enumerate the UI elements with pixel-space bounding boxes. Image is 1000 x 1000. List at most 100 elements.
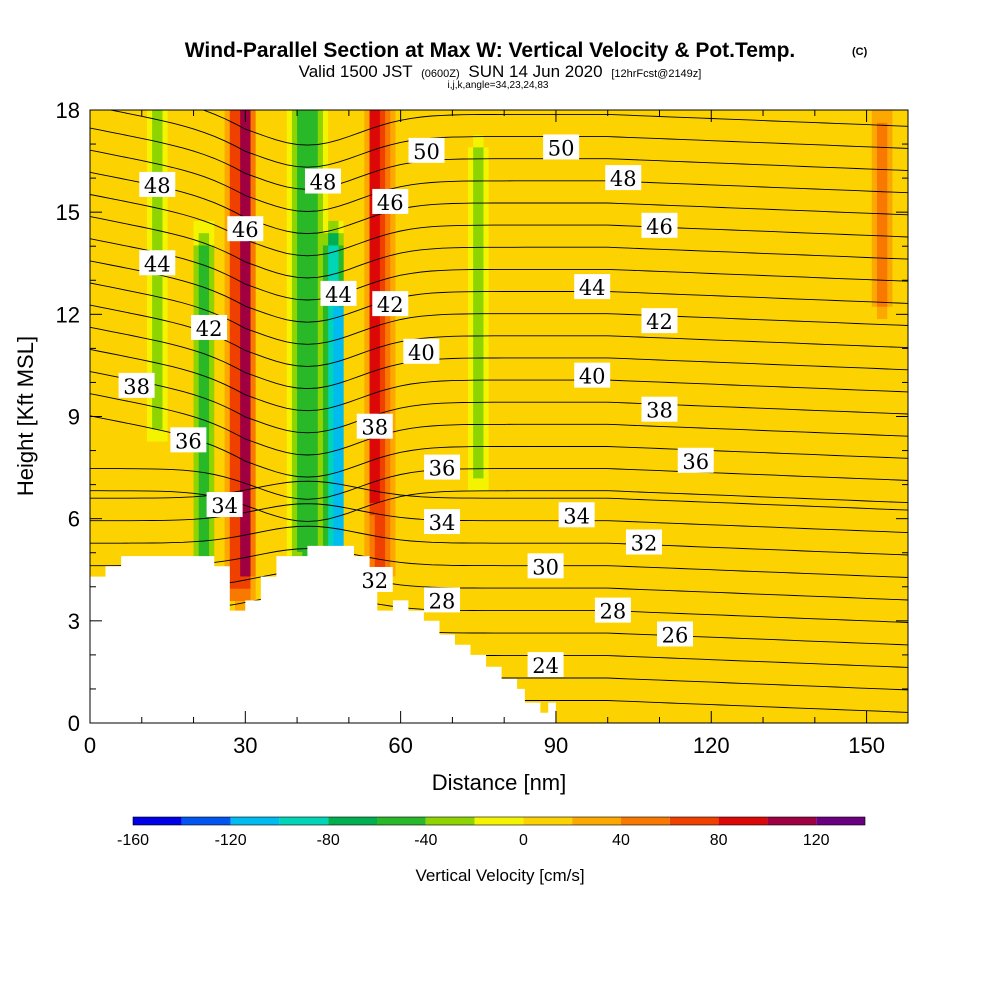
velocity-cell bbox=[157, 477, 164, 491]
velocity-cell bbox=[359, 110, 365, 123]
velocity-cell bbox=[566, 686, 573, 700]
velocity-cell bbox=[266, 379, 272, 393]
velocity-cell bbox=[105, 318, 112, 332]
velocity-cell bbox=[519, 257, 526, 270]
velocity-cell bbox=[136, 465, 143, 479]
velocity-cell bbox=[509, 391, 516, 405]
velocity-cell bbox=[338, 355, 345, 369]
velocity-cell bbox=[540, 637, 547, 651]
velocity-cell bbox=[462, 465, 469, 479]
velocity-cell bbox=[395, 416, 402, 430]
velocity-cell bbox=[457, 342, 464, 356]
velocity-cell bbox=[162, 342, 169, 356]
velocity-cell bbox=[504, 477, 510, 491]
velocity-cell bbox=[483, 551, 490, 565]
velocity-cell bbox=[203, 379, 210, 393]
velocity-cell bbox=[478, 208, 485, 221]
velocity-cell bbox=[467, 171, 474, 185]
velocity-cell bbox=[255, 514, 262, 528]
velocity-cell bbox=[183, 195, 189, 209]
velocity-cell bbox=[452, 134, 459, 148]
velocity-cell bbox=[188, 257, 195, 270]
velocity-cell bbox=[141, 306, 148, 320]
velocity-cell bbox=[540, 257, 547, 270]
velocity-cell bbox=[343, 465, 350, 479]
velocity-cell bbox=[343, 110, 350, 123]
velocity-cell bbox=[442, 134, 448, 148]
velocity-cell bbox=[219, 269, 226, 283]
velocity-cell bbox=[209, 171, 215, 185]
velocity-cell bbox=[167, 477, 174, 491]
velocity-cell bbox=[312, 110, 319, 111]
velocity-cell bbox=[519, 588, 526, 601]
velocity-cell bbox=[561, 195, 567, 209]
velocity-cell bbox=[95, 502, 101, 516]
velocity-cell bbox=[348, 453, 355, 467]
velocity-cell bbox=[514, 110, 521, 123]
velocity-cell bbox=[540, 502, 547, 516]
velocity-cell bbox=[172, 342, 179, 356]
velocity-cell bbox=[385, 134, 391, 148]
velocity-cell bbox=[214, 514, 221, 528]
velocity-cell bbox=[141, 220, 148, 234]
velocity-cell bbox=[198, 526, 205, 540]
velocity-cell bbox=[452, 110, 459, 111]
velocity-cell bbox=[245, 355, 252, 369]
velocity-cell bbox=[286, 318, 293, 332]
velocity-cell bbox=[478, 465, 485, 479]
velocity-cell bbox=[348, 367, 355, 381]
velocity-cell bbox=[509, 146, 516, 160]
velocity-cell bbox=[255, 306, 262, 320]
velocity-cell bbox=[576, 159, 583, 172]
velocity-cell bbox=[260, 244, 267, 258]
velocity-cell bbox=[260, 122, 267, 136]
velocity-cell bbox=[421, 563, 428, 577]
velocity-cell bbox=[499, 465, 505, 479]
velocity-cell bbox=[115, 526, 122, 540]
velocity-cell bbox=[322, 342, 329, 356]
velocity-cell bbox=[561, 563, 567, 577]
velocity-cell bbox=[167, 416, 174, 430]
velocity-cell bbox=[535, 220, 542, 234]
velocity-cell bbox=[545, 465, 552, 479]
velocity-cell bbox=[152, 318, 158, 332]
velocity-cell bbox=[462, 637, 469, 651]
velocity-cell bbox=[172, 244, 179, 258]
velocity-cell bbox=[286, 367, 293, 381]
velocity-cell bbox=[338, 391, 345, 405]
velocity-cell bbox=[234, 134, 241, 148]
velocity-cell bbox=[322, 208, 329, 221]
velocity-cell bbox=[493, 355, 500, 369]
velocity-cell bbox=[576, 257, 583, 270]
velocity-cell bbox=[100, 465, 107, 479]
velocity-cell bbox=[178, 526, 184, 540]
velocity-cell bbox=[514, 428, 521, 442]
velocity-cell bbox=[385, 208, 391, 221]
velocity-cell bbox=[178, 391, 184, 405]
velocity-cell bbox=[266, 551, 272, 565]
velocity-cell bbox=[514, 416, 521, 430]
velocity-cell bbox=[317, 404, 324, 418]
velocity-cell bbox=[416, 379, 422, 393]
velocity-cell bbox=[462, 281, 469, 295]
velocity-cell bbox=[431, 502, 438, 516]
velocity-cell bbox=[509, 110, 516, 111]
velocity-cell bbox=[524, 257, 531, 270]
velocity-cell bbox=[390, 379, 397, 393]
velocity-cell bbox=[307, 441, 314, 454]
velocity-cell bbox=[390, 208, 397, 221]
velocity-cell bbox=[245, 330, 252, 344]
velocity-cell bbox=[95, 318, 101, 332]
velocity-cell bbox=[203, 428, 210, 442]
velocity-cell bbox=[410, 416, 417, 430]
velocity-cell bbox=[131, 490, 138, 503]
velocity-cell bbox=[250, 416, 257, 430]
velocity-cell bbox=[224, 453, 231, 467]
velocity-cell bbox=[369, 146, 376, 160]
velocity-cell bbox=[483, 220, 490, 234]
velocity-cell bbox=[90, 453, 96, 467]
velocity-cell bbox=[385, 526, 391, 540]
velocity-cell bbox=[214, 428, 221, 442]
velocity-cell bbox=[566, 281, 573, 295]
velocity-cell bbox=[90, 195, 96, 209]
